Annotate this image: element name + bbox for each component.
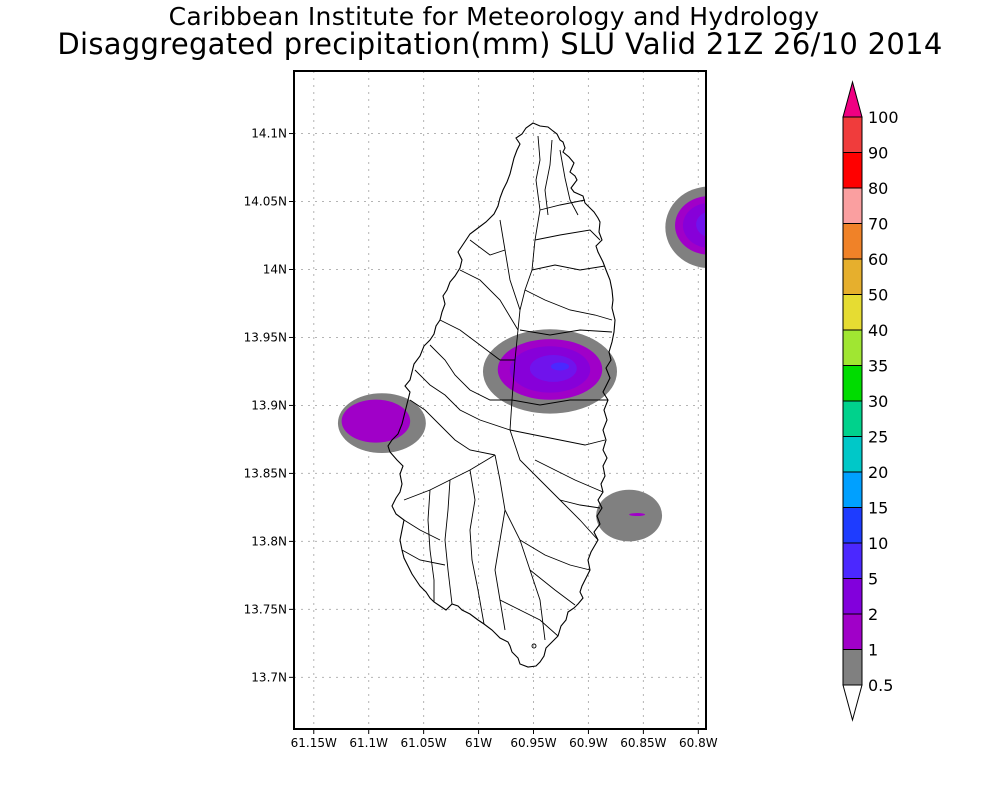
institution-title: Caribbean Institute for Meteorology and … <box>168 2 820 31</box>
colorbar-label: 30 <box>868 392 888 411</box>
map-frame <box>293 70 707 730</box>
colorbar-under-arrow <box>842 684 863 722</box>
colorbar-label: 0.5 <box>868 676 893 695</box>
colorbar-swatch-90 <box>842 116 863 153</box>
x-tick-label: 61W <box>465 736 492 750</box>
colorbar-label: 50 <box>868 286 888 305</box>
island-outline <box>387 122 616 668</box>
precip-band-1mm <box>341 399 411 443</box>
colorbar-label: 40 <box>868 321 888 340</box>
colorbar-swatch-25 <box>842 400 863 437</box>
colorbar-label: 100 <box>868 108 899 127</box>
precip-cell-northeast <box>665 186 706 269</box>
colorbar-label: 5 <box>868 570 878 589</box>
colorbar-swatch-20 <box>842 436 863 473</box>
colorbar-label: 20 <box>868 463 888 482</box>
colorbar-swatch-40 <box>842 294 863 331</box>
colorbar-label: 70 <box>868 215 888 234</box>
colorbar-swatch-60 <box>842 223 863 260</box>
colorbar-label: 90 <box>868 144 888 163</box>
y-axis: 14.1N 14.05N 14N 13.95N 13.9N 13.85N 13.8N 13.7… <box>244 127 294 684</box>
x-axis: 61.15W 61.1W 61.05W 61W 60.95W 60.9W 60.85W 60.… <box>291 729 718 750</box>
x-tick-label: 60.85W <box>620 736 666 750</box>
colorbar-swatch-15 <box>842 471 863 508</box>
precip-band-1mm <box>629 513 646 517</box>
x-tick-label: 60.9W <box>569 736 608 750</box>
colorbar-swatch-0.5 <box>842 649 863 686</box>
y-tick-label: 13.9N <box>251 398 287 412</box>
district-boundaries <box>401 135 613 641</box>
x-tick-label: 60.8W <box>679 736 718 750</box>
colorbar-swatch-2 <box>842 578 863 615</box>
colorbar-over-arrow <box>842 80 863 118</box>
y-tick-label: 13.7N <box>251 670 287 684</box>
colorbar-label: 60 <box>868 250 888 269</box>
precip-cell-southeast <box>596 489 663 542</box>
precip-band-2mm <box>682 203 706 248</box>
precip-cell-west <box>337 393 426 454</box>
precip-band-5mm <box>696 212 706 237</box>
y-tick-label: 13.75N <box>244 602 287 616</box>
x-tick-label: 61.1W <box>349 736 388 750</box>
y-tick-label: 13.95N <box>244 330 287 344</box>
x-tick-label: 61.15W <box>291 736 337 750</box>
y-tick-label: 14.1N <box>251 127 287 141</box>
y-tick-label: 13.85N <box>244 466 287 480</box>
colorbar-swatch-35 <box>842 329 863 366</box>
colorbar-swatch-1 <box>842 613 863 650</box>
precipitation-layer <box>337 186 706 542</box>
coastline <box>387 122 616 668</box>
precip-band-10mm <box>550 362 569 371</box>
x-tick-label: 60.95W <box>510 736 556 750</box>
colorbar-swatch-10 <box>842 507 863 544</box>
colorbar-swatch-50 <box>842 258 863 295</box>
colorbar-swatch-30 <box>842 365 863 402</box>
colorbar-label: 35 <box>868 357 888 376</box>
colorbar-label: 1 <box>868 641 878 660</box>
y-tick-label: 13.8N <box>251 534 287 548</box>
colorbar-label: 10 <box>868 534 888 553</box>
colorbar-label: 2 <box>868 605 878 624</box>
colorbar-label: 15 <box>868 499 888 518</box>
y-tick-label: 14N <box>263 262 287 276</box>
y-tick-label: 14.05N <box>244 195 287 209</box>
precip-band-0.5mm <box>596 489 663 542</box>
colorbar-swatch-5 <box>842 542 863 579</box>
x-tick-label: 61.05W <box>401 736 447 750</box>
islet <box>531 643 537 649</box>
colorbar-label: 80 <box>868 179 888 198</box>
chart-title: Disaggregated precipitation(mm) SLU Vali… <box>57 27 943 61</box>
colorbar-label: 25 <box>868 428 888 447</box>
precip-cell-central <box>482 329 618 414</box>
colorbar-swatch-80 <box>842 152 863 189</box>
colorbar-swatch-70 <box>842 187 863 224</box>
